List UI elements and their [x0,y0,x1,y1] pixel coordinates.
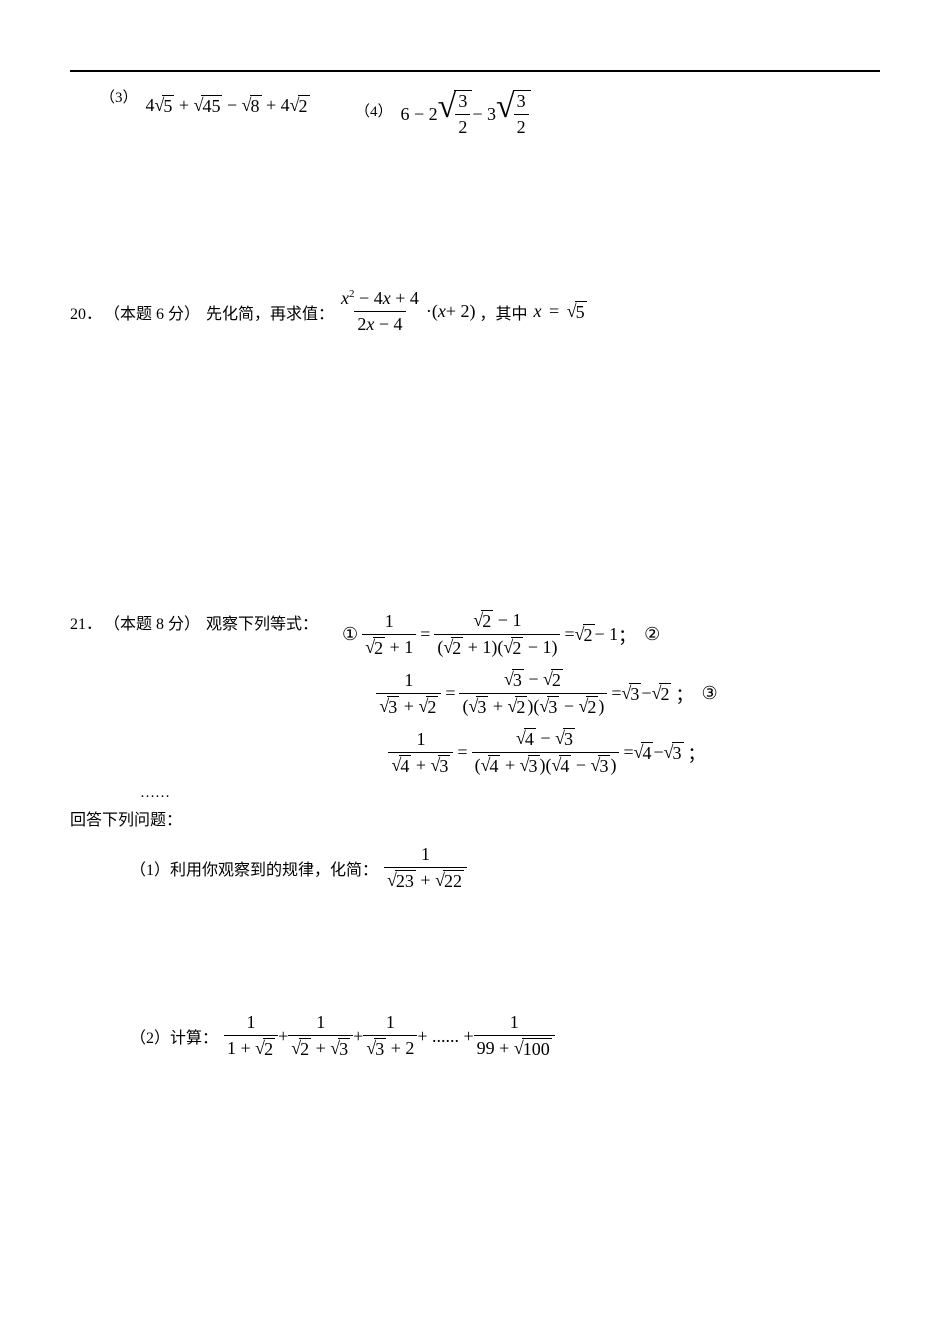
q20-sqrt5: 5 [575,301,587,323]
q21-points: （本题 8 分） [104,610,200,634]
semi1: ； [618,622,636,648]
eq2: 1 √3 + √2 = √3 − √2 (√3 + √2)(√3 − √2) =… [372,669,717,718]
q19-part4: （4） 6 − 2 √32 − 3 √32 [355,90,531,138]
q21-lead: 观察下列等式： [206,610,318,634]
q21-p2: （2）计算： 11 + √2 + 1√2 + √3 + 1√3 + 2 + ..… [130,1012,880,1060]
p1-label: （1）利用你观察到的规律，化简： [130,856,378,880]
q21: 21． （本题 8 分） 观察下列等式： ① 1 √2 + 1 = √2 − 1… [70,610,880,1060]
page-rule [70,70,880,72]
q20-x: x [534,301,542,321]
label-4: （4） [355,100,393,121]
q20-where: ，其中 [480,300,528,324]
label-3: （3） [100,86,138,107]
semi3: ； [688,740,706,766]
q20-points: （本题 6 分） [104,300,200,324]
answer-lead: 回答下列问题： [70,806,880,830]
dots: …… [140,785,880,802]
q20-number: 20． [70,300,102,324]
p2-label: （2）计算： [130,1024,218,1048]
eq3: 1 √4 + √3 = √4 − √3 (√4 + √3)(√4 − √3) =… [384,728,705,777]
q20-lead: 先化简，再求值： [206,300,334,324]
circ2: ② [644,624,660,645]
q20-eq: = [549,301,559,321]
circ3: ③ [701,683,717,704]
q21-p1: （1）利用你观察到的规律，化简： 1 √23 + √22 [130,844,880,892]
q20: 20． （本题 6 分） 先化简，再求值： x2 − 4x + 4 2x − 4… [70,288,587,335]
q19-part3: （3） 4√5 + √45 − √8 + 4√2 [100,95,310,117]
q21-number: 21． [70,610,102,634]
semi2: ； [675,681,693,707]
circ1: ① [342,624,358,645]
